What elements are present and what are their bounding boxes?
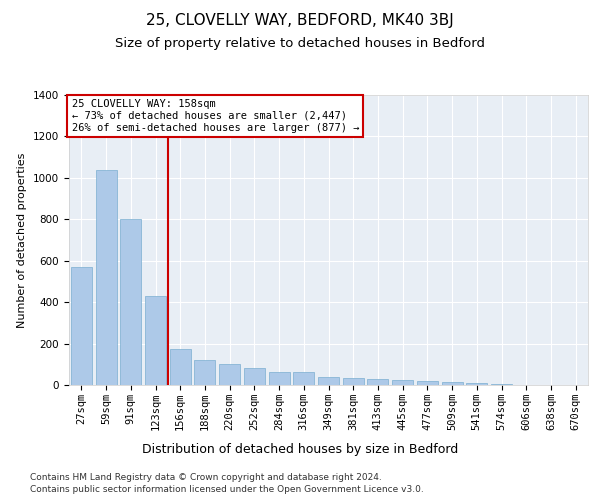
Text: 25 CLOVELLY WAY: 158sqm
← 73% of detached houses are smaller (2,447)
26% of semi: 25 CLOVELLY WAY: 158sqm ← 73% of detache… [71,100,359,132]
Bar [219,364,240,385]
Bar [145,296,166,385]
Bar [194,360,215,385]
Bar [466,383,487,385]
Bar [95,170,116,385]
Bar [293,372,314,385]
Bar [318,376,339,385]
Bar [343,378,364,385]
Text: Contains public sector information licensed under the Open Government Licence v3: Contains public sector information licen… [30,485,424,494]
Bar [442,382,463,385]
Text: Contains HM Land Registry data © Crown copyright and database right 2024.: Contains HM Land Registry data © Crown c… [30,472,382,482]
Bar [491,384,512,385]
Bar [170,349,191,385]
Y-axis label: Number of detached properties: Number of detached properties [17,152,28,328]
Bar [71,267,92,385]
Text: Size of property relative to detached houses in Bedford: Size of property relative to detached ho… [115,38,485,51]
Bar [269,372,290,385]
Text: Distribution of detached houses by size in Bedford: Distribution of detached houses by size … [142,442,458,456]
Bar [367,379,388,385]
Bar [120,220,141,385]
Bar [417,381,438,385]
Bar [392,380,413,385]
Text: 25, CLOVELLY WAY, BEDFORD, MK40 3BJ: 25, CLOVELLY WAY, BEDFORD, MK40 3BJ [146,12,454,28]
Bar [244,368,265,385]
